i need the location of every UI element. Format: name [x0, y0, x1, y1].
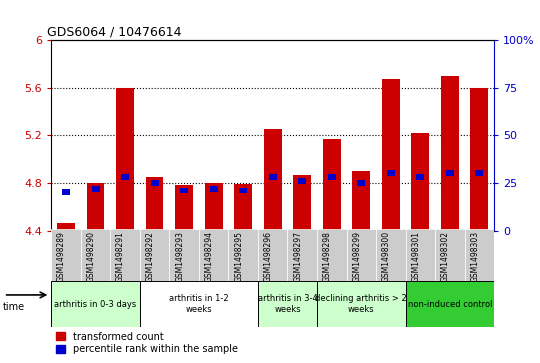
Bar — [170, 229, 199, 281]
Text: GSM1498290: GSM1498290 — [86, 231, 96, 282]
Text: GSM1498298: GSM1498298 — [323, 231, 332, 282]
Bar — [92, 185, 99, 192]
Bar — [464, 229, 494, 281]
Bar — [121, 174, 129, 180]
Bar — [269, 174, 276, 180]
Bar — [176, 185, 193, 231]
Text: arthritis in 1-2
weeks: arthritis in 1-2 weeks — [169, 294, 229, 314]
Bar — [475, 170, 483, 176]
Bar — [323, 139, 341, 231]
Bar — [205, 183, 222, 231]
Bar — [146, 177, 164, 231]
Bar — [317, 281, 406, 327]
Bar — [353, 171, 370, 231]
Bar — [57, 223, 75, 231]
Bar — [328, 174, 336, 180]
Text: declining arthritis > 2
weeks: declining arthritis > 2 weeks — [315, 294, 407, 314]
Text: GSM1498291: GSM1498291 — [116, 231, 125, 282]
Bar — [416, 174, 424, 180]
Text: GSM1498299: GSM1498299 — [352, 231, 361, 282]
Bar — [140, 281, 258, 327]
Text: GSM1498297: GSM1498297 — [293, 231, 302, 282]
Bar — [406, 281, 494, 327]
Bar — [258, 229, 287, 281]
Bar — [357, 180, 365, 186]
Bar — [317, 229, 347, 281]
Text: GSM1498300: GSM1498300 — [382, 231, 391, 282]
Bar — [87, 183, 104, 231]
Text: non-induced control: non-induced control — [408, 299, 492, 309]
Bar — [110, 229, 140, 281]
Text: GSM1498302: GSM1498302 — [441, 231, 450, 282]
Bar — [293, 175, 311, 231]
Bar — [406, 229, 435, 281]
Bar — [264, 129, 281, 231]
Legend: transformed count, percentile rank within the sample: transformed count, percentile rank withi… — [56, 331, 238, 355]
Bar — [210, 185, 218, 192]
Text: GDS6064 / 10476614: GDS6064 / 10476614 — [47, 26, 181, 39]
Bar — [446, 170, 454, 176]
Text: GSM1498289: GSM1498289 — [57, 231, 66, 282]
Bar — [51, 281, 140, 327]
Bar — [228, 229, 258, 281]
Text: GSM1498295: GSM1498295 — [234, 231, 243, 282]
Bar — [298, 178, 306, 184]
Bar — [441, 76, 458, 231]
Bar — [258, 281, 317, 327]
Text: arthritis in 0-3 days: arthritis in 0-3 days — [55, 299, 137, 309]
Text: GSM1498292: GSM1498292 — [146, 231, 154, 282]
Text: arthritis in 3-4
weeks: arthritis in 3-4 weeks — [258, 294, 318, 314]
Bar — [387, 170, 395, 176]
Bar — [347, 229, 376, 281]
Bar — [116, 87, 134, 231]
Bar — [411, 133, 429, 231]
Bar — [234, 184, 252, 231]
Bar — [470, 87, 488, 231]
Bar — [199, 229, 228, 281]
Bar — [287, 229, 317, 281]
Bar — [239, 188, 247, 193]
Text: GSM1498303: GSM1498303 — [470, 231, 480, 282]
Text: time: time — [3, 302, 25, 312]
Text: GSM1498294: GSM1498294 — [205, 231, 214, 282]
Bar — [81, 229, 110, 281]
Bar — [151, 180, 159, 186]
Bar — [140, 229, 170, 281]
Bar — [62, 189, 70, 195]
Text: GSM1498293: GSM1498293 — [175, 231, 184, 282]
Bar — [51, 229, 81, 281]
Text: GSM1498301: GSM1498301 — [411, 231, 420, 282]
Bar — [435, 229, 464, 281]
Bar — [180, 188, 188, 193]
Bar — [382, 79, 400, 231]
Bar — [376, 229, 406, 281]
Text: GSM1498296: GSM1498296 — [264, 231, 273, 282]
